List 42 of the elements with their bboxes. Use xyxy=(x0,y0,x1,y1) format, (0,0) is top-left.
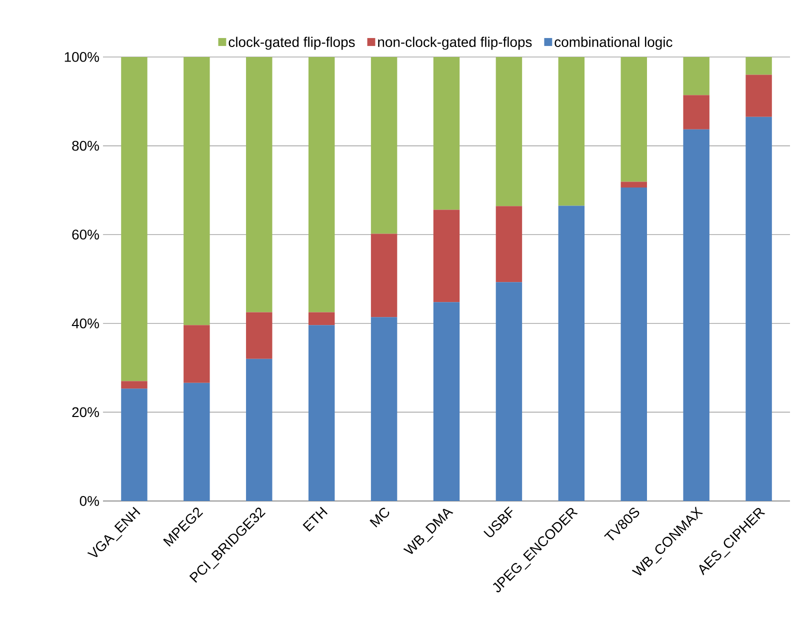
bar xyxy=(433,210,460,302)
bar xyxy=(496,56,522,206)
bar xyxy=(370,317,398,501)
legend-label: clock-gated flip-flops xyxy=(228,36,355,50)
bar xyxy=(370,234,398,318)
y-tick-label: 20% xyxy=(72,407,99,418)
bar xyxy=(184,325,210,383)
bar xyxy=(496,206,522,282)
bar xyxy=(121,388,148,501)
y-tick-label: 60% xyxy=(72,230,99,240)
bar xyxy=(620,56,647,182)
y-tick-label: 80% xyxy=(72,140,99,151)
bar xyxy=(558,206,585,501)
bar xyxy=(683,56,710,96)
bar xyxy=(433,56,460,210)
bar xyxy=(246,312,272,359)
bar xyxy=(746,116,772,501)
bar xyxy=(184,56,210,326)
bar xyxy=(433,302,460,501)
bar xyxy=(184,382,210,501)
bar xyxy=(558,56,585,206)
bar xyxy=(308,312,335,326)
x-tick-label: MC xyxy=(370,508,390,528)
bar xyxy=(246,358,272,501)
y-tick-label: 0% xyxy=(80,496,99,506)
bar xyxy=(370,56,398,234)
bar xyxy=(620,182,647,188)
bar xyxy=(496,282,522,501)
bar xyxy=(121,381,148,389)
bar xyxy=(683,95,710,130)
bar xyxy=(246,56,272,312)
bar xyxy=(683,129,710,501)
y-tick-label: 100% xyxy=(64,52,99,62)
bar xyxy=(620,188,647,501)
bar xyxy=(308,56,335,312)
bar xyxy=(121,56,148,382)
bar xyxy=(746,74,772,117)
legend-label: combinational logic xyxy=(554,36,672,50)
legend-label: non-clock-gated flip-flops xyxy=(378,36,532,50)
bar xyxy=(746,56,772,75)
y-tick-label: 40% xyxy=(72,318,99,328)
bar xyxy=(308,325,335,501)
